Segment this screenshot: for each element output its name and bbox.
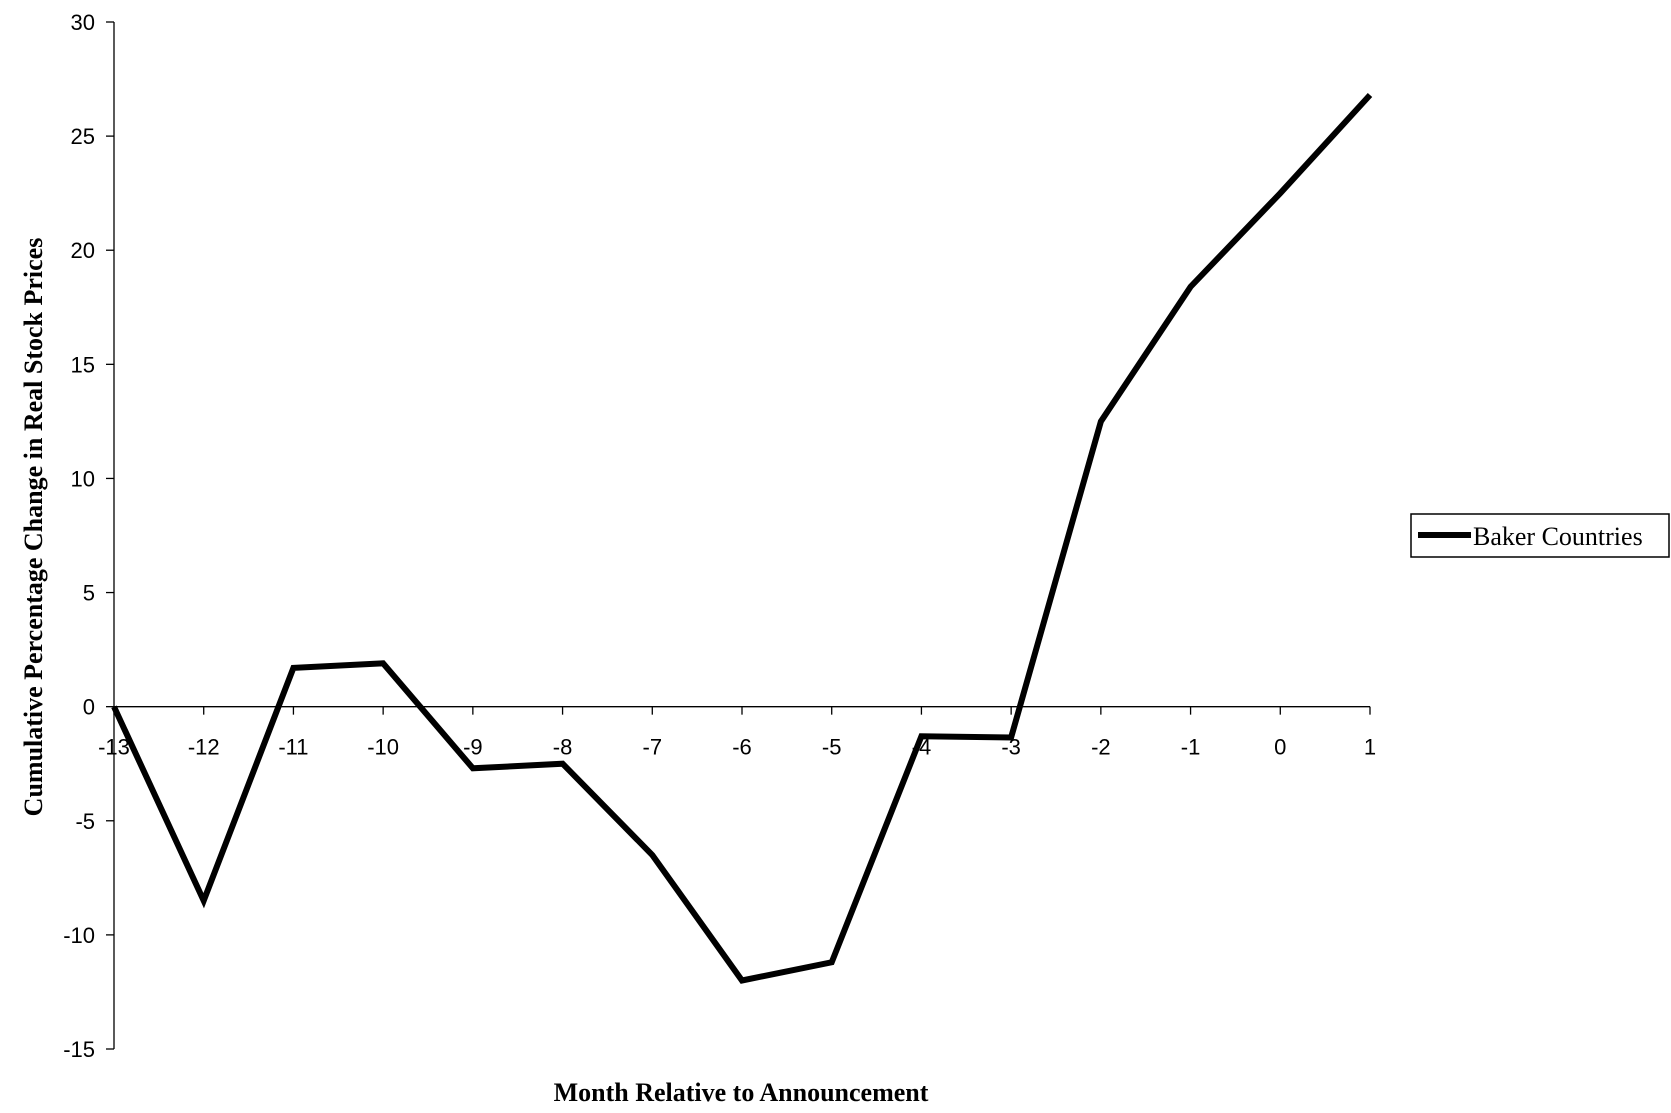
- x-tick-label: -7: [643, 735, 663, 760]
- legend: Baker Countries: [1411, 514, 1669, 557]
- y-tick-label: 30: [71, 10, 95, 35]
- x-tick-label: -6: [732, 735, 752, 760]
- y-tick-label: 5: [83, 581, 95, 606]
- y-tick-label: -15: [63, 1037, 95, 1062]
- series-layer: [114, 95, 1370, 981]
- x-tick-label: -8: [553, 735, 573, 760]
- x-tick-label: -1: [1181, 735, 1201, 760]
- x-tick-label: -2: [1091, 735, 1111, 760]
- y-tick-label: -10: [63, 923, 95, 948]
- legend-label-baker-countries: Baker Countries: [1473, 522, 1643, 551]
- x-tick-label: 1: [1364, 735, 1376, 760]
- x-tick-label: -10: [367, 735, 399, 760]
- y-tick-label: 25: [71, 124, 95, 149]
- y-tick-label: 20: [71, 238, 95, 263]
- x-tick-label: -13: [98, 735, 130, 760]
- y-tick-label: 15: [71, 352, 95, 377]
- x-tick-label: -12: [188, 735, 220, 760]
- series-line-baker-countries: [114, 95, 1370, 981]
- y-tick-label: -5: [75, 809, 95, 834]
- x-tick-label: -5: [822, 735, 842, 760]
- axes: -15-10-5051015202530-13-12-11-10-9-8-7-6…: [63, 10, 1376, 1062]
- y-axis-title: Cumulative Percentage Change in Real Sto…: [19, 238, 48, 817]
- y-tick-label: 0: [83, 695, 95, 720]
- x-tick-label: -11: [278, 735, 308, 760]
- x-axis-title: Month Relative to Announcement: [554, 1078, 929, 1107]
- y-tick-label: 10: [71, 466, 95, 491]
- x-tick-label: 0: [1274, 735, 1286, 760]
